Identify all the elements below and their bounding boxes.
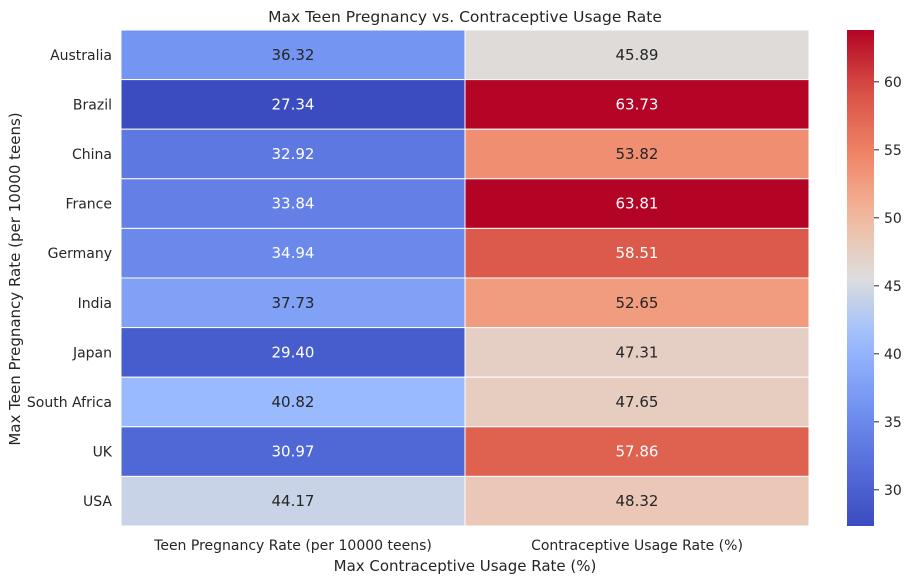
row-label: USA xyxy=(83,494,112,510)
heatmap-cell xyxy=(464,227,810,279)
heatmap-cell xyxy=(120,79,466,130)
cell-value-label: 53.82 xyxy=(616,145,659,163)
heatmap-cells xyxy=(120,29,810,527)
heatmap-cell xyxy=(120,327,466,378)
cell-value-label: 27.34 xyxy=(272,95,315,113)
heatmap-cell xyxy=(464,178,810,229)
cell-value-label: 47.65 xyxy=(616,393,659,411)
colorbar-tick-label: 55 xyxy=(884,143,902,159)
cell-value-label: 40.82 xyxy=(272,393,315,411)
cell-value-label: 63.73 xyxy=(616,95,659,113)
cell-value-label: 47.31 xyxy=(616,343,659,361)
heatmap-cell xyxy=(464,128,810,180)
heatmap-cell xyxy=(120,128,466,180)
heatmap-cell xyxy=(464,29,810,81)
heatmap-cell xyxy=(464,426,810,477)
column-labels: Teen Pregnancy Rate (per 10000 teens) Con… xyxy=(153,538,743,554)
row-label: France xyxy=(65,197,112,213)
column-label: Teen Pregnancy Rate (per 10000 teens) xyxy=(153,538,432,554)
row-label: India xyxy=(78,296,112,312)
row-label: UK xyxy=(93,445,113,461)
cell-value-label: 58.51 xyxy=(616,244,659,262)
cell-value-label: 36.32 xyxy=(272,46,315,64)
heatmap-cell xyxy=(464,327,810,378)
heatmap-cell-labels: 36.32 45.89 27.34 63.73 32.92 53.82 33.84 63.81… xyxy=(272,46,659,510)
colorbar-tick-label: 35 xyxy=(884,415,902,431)
cell-value-label: 32.92 xyxy=(272,145,315,163)
heatmap-cell xyxy=(120,29,466,81)
cell-value-label: 44.17 xyxy=(272,492,315,510)
row-label: Australia xyxy=(50,48,112,64)
row-label: Germany xyxy=(48,246,112,262)
heatmap-cell xyxy=(120,475,466,527)
column-label: Contraceptive Usage Rate (%) xyxy=(531,538,743,554)
row-label: Brazil xyxy=(73,97,112,113)
chart-title: Max Teen Pregnancy vs. Contraceptive Usa… xyxy=(268,8,662,26)
cell-value-label: 30.97 xyxy=(272,443,315,461)
cell-value-label: 63.81 xyxy=(616,195,659,213)
colorbar-tick-label: 30 xyxy=(884,483,902,499)
heatmap-cell xyxy=(464,376,810,428)
cell-value-label: 45.89 xyxy=(616,46,659,64)
heatmap-cell xyxy=(464,277,810,329)
colorbar-tick-label: 50 xyxy=(884,211,902,227)
cell-value-label: 29.40 xyxy=(272,343,315,361)
heatmap-cell xyxy=(464,79,810,130)
colorbar-tick-label: 60 xyxy=(884,75,902,91)
colorbar-ticks: 30 35 40 45 50 55 60 xyxy=(874,75,902,499)
cell-value-label: 57.86 xyxy=(616,443,659,461)
cell-value-label: 52.65 xyxy=(616,294,659,312)
row-labels: Australia Brazil China France Germany India Ja… xyxy=(27,48,113,510)
heatmap-cell xyxy=(120,426,466,477)
row-label: China xyxy=(72,147,112,163)
colorbar-tick-label: 45 xyxy=(884,279,902,295)
heatmap-cell xyxy=(464,475,810,527)
cell-value-label: 34.94 xyxy=(272,244,315,262)
cell-value-label: 33.84 xyxy=(272,195,315,213)
colorbar xyxy=(847,30,874,526)
row-label: Japan xyxy=(72,345,112,361)
cell-value-label: 37.73 xyxy=(272,294,315,312)
heatmap-cell xyxy=(120,376,466,428)
colorbar-tick-label: 40 xyxy=(884,347,902,363)
x-axis-label: Max Contraceptive Usage Rate (%) xyxy=(334,557,597,575)
cell-value-label: 48.32 xyxy=(616,492,659,510)
y-axis-label: Max Teen Pregnancy Rate (per 10000 teens… xyxy=(6,112,24,445)
row-label: South Africa xyxy=(27,395,112,411)
